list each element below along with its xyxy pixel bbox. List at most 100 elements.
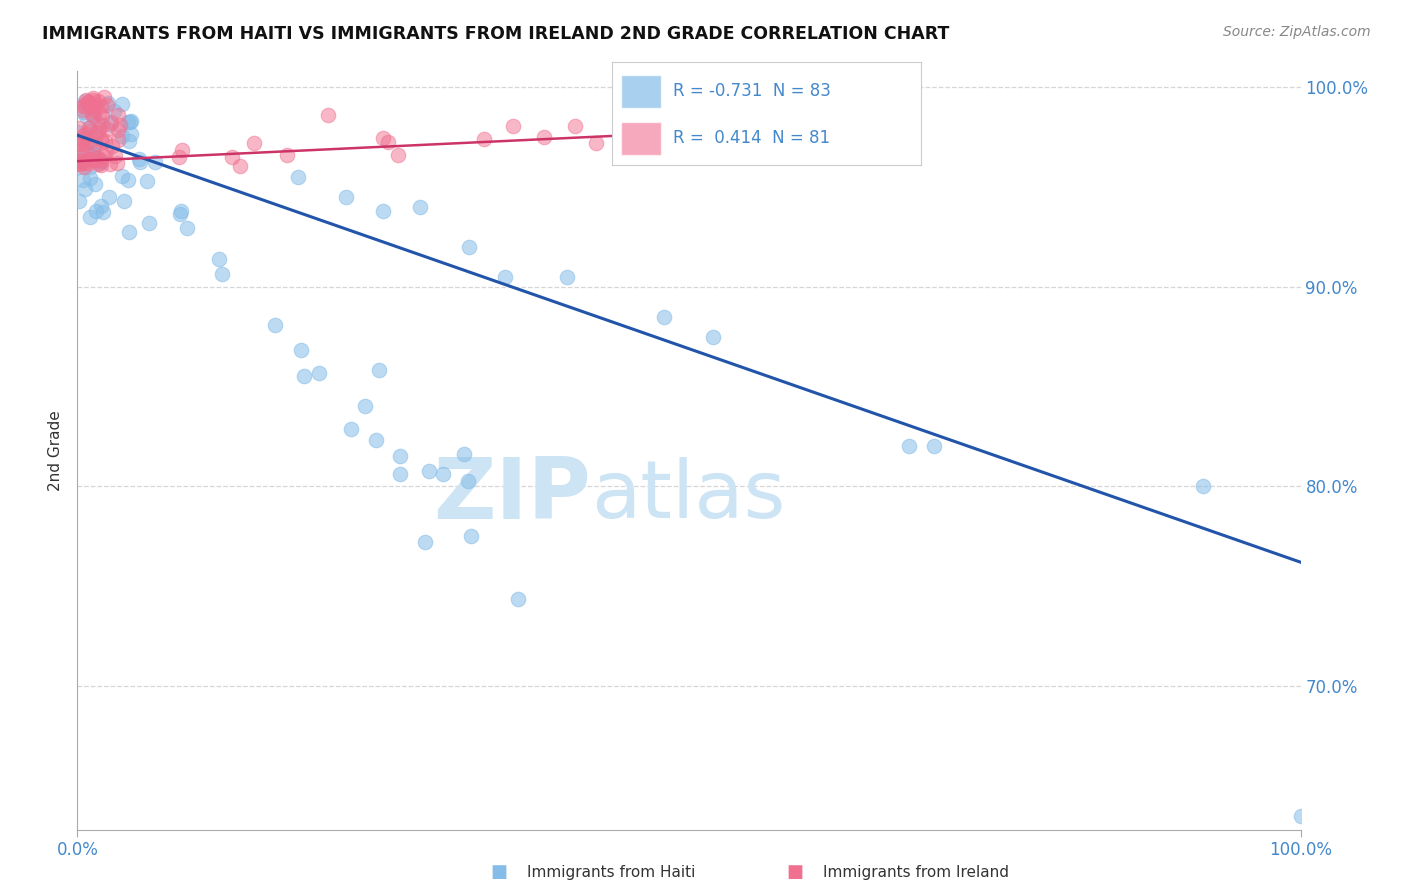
Point	[96, 145, 118, 160]
Point	[70, 143, 93, 157]
Text: ■: ■	[491, 863, 508, 881]
Point	[120, 114, 142, 128]
Point	[83, 177, 105, 191]
Point	[82, 98, 104, 112]
Point	[72, 99, 94, 113]
Point	[533, 130, 555, 145]
Point	[457, 475, 479, 489]
Point	[898, 440, 921, 454]
Point	[472, 132, 495, 146]
Point	[316, 108, 339, 122]
Point	[112, 194, 135, 209]
Point	[98, 190, 121, 204]
Point	[90, 199, 112, 213]
Point	[82, 91, 104, 105]
Point	[93, 90, 115, 104]
Point	[111, 96, 134, 111]
Point	[82, 139, 104, 153]
Point	[506, 591, 529, 606]
Point	[409, 200, 432, 214]
Point	[75, 109, 97, 123]
Point	[287, 170, 309, 185]
Point	[87, 94, 110, 108]
Point	[77, 156, 100, 170]
Point	[76, 95, 98, 109]
Point	[460, 529, 482, 543]
Point	[76, 97, 98, 112]
Point	[170, 143, 193, 157]
Point	[120, 127, 142, 141]
Point	[75, 136, 97, 151]
Point	[364, 433, 387, 447]
Text: Source: ZipAtlas.com: Source: ZipAtlas.com	[1223, 25, 1371, 39]
Point	[702, 329, 724, 343]
Point	[83, 147, 105, 161]
Point	[118, 134, 141, 148]
Point	[79, 210, 101, 224]
Point	[87, 125, 110, 139]
Point	[103, 103, 125, 118]
Point	[84, 153, 107, 167]
Point	[457, 240, 479, 254]
Point	[619, 110, 641, 124]
Point	[69, 157, 91, 171]
Point	[79, 171, 101, 186]
Point	[118, 225, 141, 239]
Point	[72, 103, 94, 117]
Point	[208, 252, 231, 266]
Point	[176, 220, 198, 235]
Point	[84, 137, 107, 152]
Text: R =  0.414  N = 81: R = 0.414 N = 81	[673, 129, 831, 147]
Point	[86, 203, 108, 218]
Point	[67, 156, 90, 170]
Text: Immigrants from Ireland: Immigrants from Ireland	[823, 865, 1008, 880]
Point	[354, 399, 377, 413]
Point	[66, 137, 89, 152]
Point	[87, 157, 110, 171]
Point	[143, 155, 166, 169]
Point	[75, 182, 97, 196]
Point	[77, 121, 100, 136]
Point	[107, 133, 129, 147]
Point	[72, 105, 94, 120]
Point	[100, 139, 122, 153]
Point	[387, 147, 409, 161]
Point	[564, 119, 586, 133]
Point	[89, 153, 111, 167]
Point	[118, 114, 141, 128]
Point	[107, 107, 129, 121]
Point	[290, 343, 312, 357]
Point	[87, 151, 110, 165]
Point	[389, 467, 412, 481]
Point	[80, 97, 103, 112]
Point	[170, 203, 193, 218]
Point	[922, 440, 945, 454]
Point	[75, 156, 97, 170]
Point	[1289, 808, 1312, 822]
Text: Immigrants from Haiti: Immigrants from Haiti	[527, 865, 696, 880]
Point	[229, 159, 252, 173]
Text: IMMIGRANTS FROM HAITI VS IMMIGRANTS FROM IRELAND 2ND GRADE CORRELATION CHART: IMMIGRANTS FROM HAITI VS IMMIGRANTS FROM…	[42, 25, 949, 43]
Point	[91, 109, 114, 123]
Point	[90, 132, 112, 146]
Point	[87, 105, 110, 120]
Point	[93, 148, 115, 162]
Point	[98, 117, 121, 131]
Point	[80, 147, 103, 161]
Point	[67, 194, 90, 208]
Point	[389, 449, 412, 463]
Point	[136, 174, 159, 188]
Point	[82, 109, 104, 123]
Point	[77, 152, 100, 166]
Text: ZIP: ZIP	[433, 454, 591, 538]
Point	[90, 99, 112, 113]
Point	[169, 207, 191, 221]
Point	[371, 131, 394, 145]
Point	[418, 464, 440, 478]
Point	[308, 366, 330, 380]
Point	[97, 95, 120, 110]
Point	[80, 107, 103, 121]
Point	[83, 97, 105, 112]
Point	[453, 447, 475, 461]
Point	[79, 123, 101, 137]
